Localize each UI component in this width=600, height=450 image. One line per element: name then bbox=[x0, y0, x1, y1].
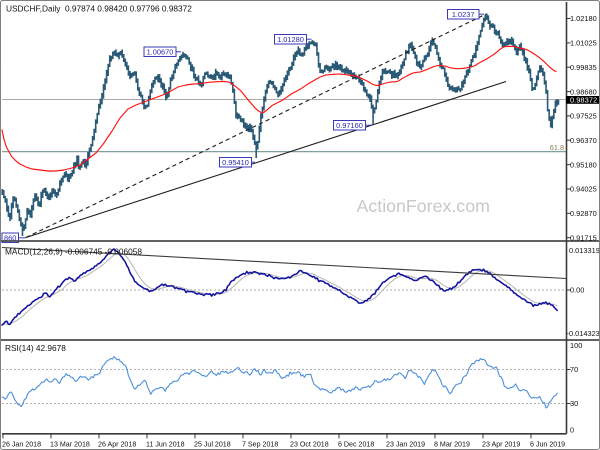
svg-text:100: 100 bbox=[570, 341, 582, 350]
svg-text:1.00670: 1.00670 bbox=[147, 48, 174, 57]
svg-text:23 Apr 2019: 23 Apr 2019 bbox=[482, 440, 520, 448]
svg-text:0.92870: 0.92870 bbox=[570, 209, 597, 218]
svg-text:0.95410: 0.95410 bbox=[222, 158, 249, 167]
svg-text:0.99835: 0.99835 bbox=[570, 63, 597, 72]
svg-text:61.8: 61.8 bbox=[550, 143, 564, 152]
svg-text:0.013319: 0.013319 bbox=[569, 246, 600, 255]
svg-text:ActionForex.com: ActionForex.com bbox=[357, 196, 490, 216]
svg-text:1.01025: 1.01025 bbox=[570, 39, 597, 48]
svg-text:7 Sep 2018: 7 Sep 2018 bbox=[242, 440, 278, 448]
svg-text:11 Jun 2018: 11 Jun 2018 bbox=[146, 440, 185, 448]
svg-text:0.98372: 0.98372 bbox=[570, 95, 597, 104]
svg-text:USDCHF,Daily 0.97874 0.98420: USDCHF,Daily 0.97874 0.98420 0.97796 0.9… bbox=[6, 4, 192, 14]
svg-text:13 Mar 2018: 13 Mar 2018 bbox=[50, 440, 90, 448]
svg-text:0.97160: 0.97160 bbox=[336, 121, 363, 130]
svg-text:23 Jan 2019: 23 Jan 2019 bbox=[386, 440, 425, 448]
svg-text:23 Oct 2018: 23 Oct 2018 bbox=[290, 440, 329, 448]
svg-text:860: 860 bbox=[4, 234, 16, 243]
svg-text:30: 30 bbox=[570, 399, 578, 408]
svg-text:MACD(12,26,9) -0.006745 -0.006: MACD(12,26,9) -0.006745 -0.006058 bbox=[5, 247, 142, 257]
svg-text:0.96370: 0.96370 bbox=[570, 136, 597, 145]
svg-text:6 Jun 2019: 6 Jun 2019 bbox=[530, 440, 565, 448]
svg-text:0.00: 0.00 bbox=[570, 286, 584, 295]
svg-text:6 Dec 2018: 6 Dec 2018 bbox=[338, 440, 374, 448]
svg-text:26 Apr 2018: 26 Apr 2018 bbox=[98, 440, 136, 448]
svg-text:25 Jul 2018: 25 Jul 2018 bbox=[194, 440, 231, 448]
svg-text:0.91715: 0.91715 bbox=[570, 233, 597, 242]
svg-text:RSI(14) 42.9678: RSI(14) 42.9678 bbox=[5, 343, 66, 353]
svg-text:26 Jan 2018: 26 Jan 2018 bbox=[2, 440, 41, 448]
svg-text:1.0237: 1.0237 bbox=[452, 10, 475, 19]
svg-text:0.95180: 0.95180 bbox=[570, 160, 597, 169]
svg-text:1.02180: 1.02180 bbox=[570, 14, 597, 23]
svg-text:0.94025: 0.94025 bbox=[570, 185, 597, 194]
svg-text:8 Mar 2019: 8 Mar 2019 bbox=[434, 440, 470, 448]
svg-text:1.01280: 1.01280 bbox=[277, 35, 304, 44]
svg-text:70: 70 bbox=[570, 365, 578, 374]
svg-text:0.98680: 0.98680 bbox=[570, 87, 597, 96]
svg-text:0.97525: 0.97525 bbox=[570, 112, 597, 121]
svg-text:-0.014323: -0.014323 bbox=[567, 329, 600, 338]
svg-text:0: 0 bbox=[570, 425, 574, 434]
